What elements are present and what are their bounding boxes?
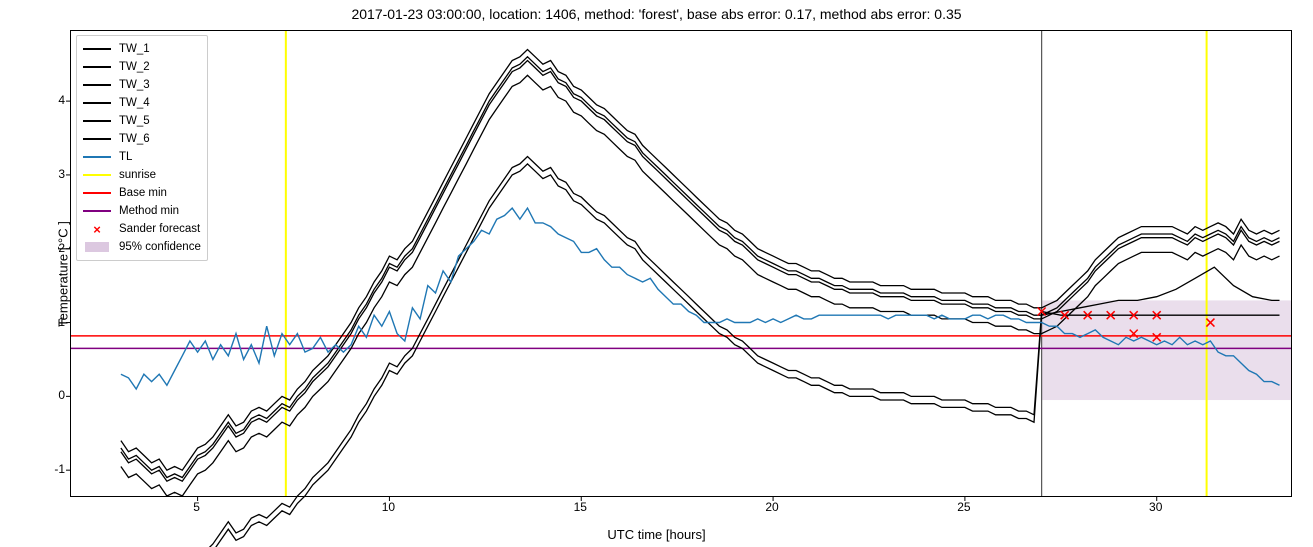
plot-svg xyxy=(71,31,1291,496)
legend-label: TW_2 xyxy=(119,61,150,73)
legend-row: × Sander forecast xyxy=(83,220,201,238)
legend-row: Method min xyxy=(83,202,201,220)
x-tick-label: 15 xyxy=(574,500,587,514)
legend-swatch xyxy=(83,60,111,74)
y-tick-label: 0 xyxy=(58,388,65,402)
tw-3-line xyxy=(121,75,1280,496)
legend-swatch: × xyxy=(83,222,111,236)
tw-1-line xyxy=(121,50,1280,471)
legend-swatch xyxy=(83,168,111,182)
y-tick-label: 1 xyxy=(58,315,65,329)
y-axis-label: Temperature [ °C ] xyxy=(55,221,70,327)
legend: TW_1 TW_2 TW_3 TW_4 TW_5 TW_6 TL sunrise Base mi… xyxy=(76,35,208,261)
legend-row: TW_1 xyxy=(83,40,201,58)
legend-swatch xyxy=(83,132,111,146)
legend-label: Base min xyxy=(119,187,167,199)
x-axis-label: UTC time [hours] xyxy=(0,527,1313,542)
tw-6-line xyxy=(121,57,1280,478)
legend-row: sunrise xyxy=(83,166,201,184)
chart-title: 2017-01-23 03:00:00, location: 1406, met… xyxy=(0,6,1313,22)
legend-swatch xyxy=(83,150,111,164)
legend-row: TW_6 xyxy=(83,130,201,148)
x-tick-label: 25 xyxy=(957,500,970,514)
legend-swatch xyxy=(83,114,111,128)
y-tick-label: 2 xyxy=(58,241,65,255)
legend-row: TW_2 xyxy=(83,58,201,76)
x-tick-label: 30 xyxy=(1149,500,1162,514)
legend-row: 95% confidence xyxy=(83,238,201,256)
legend-label: TW_4 xyxy=(119,97,150,109)
legend-row: TW_4 xyxy=(83,94,201,112)
legend-row: TW_5 xyxy=(83,112,201,130)
legend-label: TW_3 xyxy=(119,79,150,91)
legend-label: Method min xyxy=(119,205,179,217)
legend-row: Base min xyxy=(83,184,201,202)
legend-label: Sander forecast xyxy=(119,223,200,235)
legend-label: sunrise xyxy=(119,169,156,181)
legend-label: 95% confidence xyxy=(119,241,201,253)
legend-row: TL xyxy=(83,148,201,166)
legend-row: TW_3 xyxy=(83,76,201,94)
legend-swatch xyxy=(83,96,111,110)
x-tick-label: 20 xyxy=(765,500,778,514)
legend-swatch xyxy=(83,42,111,56)
y-tick-label: 3 xyxy=(58,167,65,181)
legend-swatch xyxy=(83,204,111,218)
legend-swatch xyxy=(83,186,111,200)
legend-label: TL xyxy=(119,151,132,163)
plot-area xyxy=(70,30,1292,497)
y-tick-label: -1 xyxy=(54,462,65,476)
legend-label: TW_6 xyxy=(119,133,150,145)
legend-swatch xyxy=(83,78,111,92)
x-tick-label: 5 xyxy=(193,500,200,514)
y-tick-label: 4 xyxy=(58,93,65,107)
chart-container: 2017-01-23 03:00:00, location: 1406, met… xyxy=(0,0,1313,547)
legend-swatch xyxy=(83,240,111,254)
x-tick-label: 10 xyxy=(382,500,395,514)
legend-label: TW_5 xyxy=(119,115,150,127)
legend-label: TW_1 xyxy=(119,43,150,55)
